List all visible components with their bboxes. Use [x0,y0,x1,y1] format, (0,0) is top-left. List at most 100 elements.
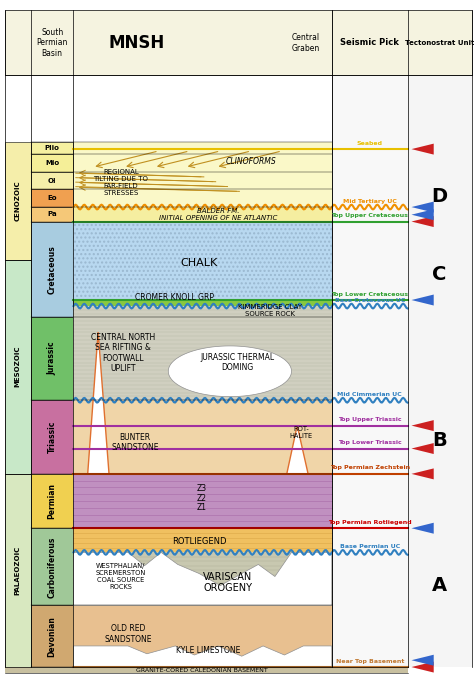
Text: Triassic: Triassic [48,421,56,453]
Polygon shape [411,443,434,454]
Text: Z3: Z3 [196,484,207,493]
Bar [73,474,332,528]
Bar [31,189,73,207]
Text: Top Permian Zechstein: Top Permian Zechstein [329,466,410,471]
Bar [73,606,332,667]
Text: Base Cretaceous UC: Base Cretaceous UC [335,298,405,303]
Polygon shape [411,523,434,534]
Text: Mio: Mio [45,160,59,166]
Bar [31,142,73,154]
Text: BALDER FM.
INITIAL OPENING OF NE ATLANTIC: BALDER FM. INITIAL OPENING OF NE ATLANTI… [159,209,277,222]
Polygon shape [411,661,434,672]
Bar [31,528,73,606]
Text: OLD RED
SANDSTONE: OLD RED SANDSTONE [104,624,152,643]
Bar [408,75,472,667]
Text: Top Permian Rotliegend: Top Permian Rotliegend [328,520,411,525]
Bar [31,400,73,474]
Bar [73,222,332,300]
Text: MESOZOIC: MESOZOIC [15,346,21,388]
Text: Z2: Z2 [196,493,207,503]
Polygon shape [411,216,434,227]
Polygon shape [73,552,332,606]
Text: D: D [431,187,448,206]
Bar [5,667,408,673]
Text: Mid Tertiary UC: Mid Tertiary UC [343,199,397,204]
Bar [31,154,73,172]
Text: KYLE LIMESTONE: KYLE LIMESTONE [176,646,241,654]
Text: Mid Cimmerian UC: Mid Cimmerian UC [337,392,402,397]
Polygon shape [411,294,434,305]
Text: CROMER KNOLL GRP.: CROMER KNOLL GRP. [135,292,216,302]
Text: Seismic Pick: Seismic Pick [340,38,399,47]
Text: ROTLIEGEND: ROTLIEGEND [172,537,226,546]
Polygon shape [168,346,292,397]
Text: Cretaceous: Cretaceous [48,245,56,294]
Polygon shape [411,654,434,665]
Text: Carboniferous: Carboniferous [48,536,56,598]
Text: Pa: Pa [47,211,57,217]
Text: Near Top Basement: Near Top Basement [336,659,404,663]
Text: Devonian: Devonian [48,616,56,657]
Text: WESTPHALIAN/
SCREMERSTON
COAL SOURCE
ROCKS: WESTPHALIAN/ SCREMERSTON COAL SOURCE ROC… [96,563,146,590]
Text: Ol: Ol [48,178,56,183]
Text: VARISCAN
OROGENY: VARISCAN OROGENY [203,571,252,593]
Bar [73,306,332,400]
Text: Permian: Permian [48,483,56,519]
Polygon shape [411,420,434,431]
Text: Top Lower Cretaceous: Top Lower Cretaceous [331,292,408,296]
Text: Eo: Eo [47,195,57,201]
Bar [5,667,408,673]
Text: Base Permian UC: Base Permian UC [339,544,400,549]
Text: B: B [432,431,447,450]
Text: South
Permian
Basin: South Permian Basin [36,28,68,58]
Bar [73,222,332,300]
Bar [31,222,73,317]
Bar [5,10,472,75]
Bar [332,75,408,667]
Bar [31,474,73,528]
Text: Z1: Z1 [196,503,207,512]
Text: CLINOFORMS: CLINOFORMS [226,156,277,166]
Text: REGIONAL
TILTING DUE TO
FAR-FIELD
STRESSES: REGIONAL TILTING DUE TO FAR-FIELD STRESS… [93,169,148,196]
Text: BUNTER
SANDSTONE: BUNTER SANDSTONE [111,433,159,452]
Bar [73,552,332,606]
Bar [73,207,332,222]
Text: KIMMERIDGE CLAY
SOURCE ROCK: KIMMERIDGE CLAY SOURCE ROCK [238,305,302,318]
Text: C: C [432,265,447,284]
Bar [73,552,332,606]
Text: Jurassic: Jurassic [48,342,56,375]
Text: Plio: Plio [45,145,60,151]
Bar [73,306,332,400]
Text: Seabed: Seabed [357,141,383,145]
Bar [5,474,31,667]
Bar [31,207,73,222]
Bar [73,606,332,667]
Bar [73,474,332,528]
Text: CENOZOIC: CENOZOIC [15,180,21,221]
Text: GRANITE-CORED CALEDONIAN BASEMENT: GRANITE-CORED CALEDONIAN BASEMENT [136,667,267,672]
Bar [73,528,332,552]
Text: A: A [432,576,447,595]
Polygon shape [73,646,332,667]
Bar [73,400,332,474]
Text: MNSH: MNSH [108,34,164,52]
Bar [31,606,73,667]
Text: Top Upper Cretaceous: Top Upper Cretaceous [331,213,408,218]
Bar [5,259,31,474]
Bar [5,142,31,259]
Text: Central
Graben: Central Graben [292,33,320,53]
Bar [73,222,332,300]
Polygon shape [411,143,434,154]
Bar [73,528,332,552]
Polygon shape [411,209,434,220]
Text: Top Upper Triassic: Top Upper Triassic [338,417,401,422]
Text: PALAEOZOIC: PALAEOZOIC [15,546,21,595]
Text: ROT-
HALITE: ROT- HALITE [290,426,312,439]
Bar [73,400,332,474]
Polygon shape [411,469,434,480]
Polygon shape [411,202,434,213]
Polygon shape [88,332,109,474]
Polygon shape [287,425,308,474]
Text: JURASSIC THERMAL
DOMING: JURASSIC THERMAL DOMING [200,353,274,372]
Text: CENTRAL NORTH
SEA RIFTING &
FOOTWALL
UPLIFT: CENTRAL NORTH SEA RIFTING & FOOTWALL UPL… [91,333,155,373]
